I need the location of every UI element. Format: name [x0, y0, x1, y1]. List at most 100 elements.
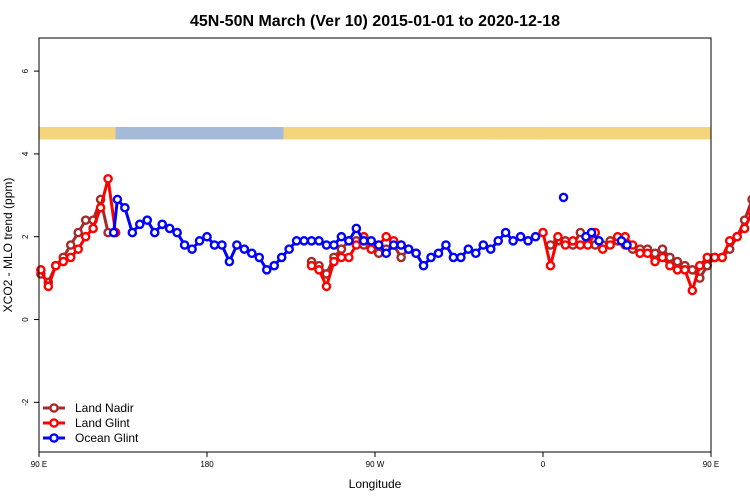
data-point [665, 260, 675, 271]
data-point [299, 236, 309, 246]
data-point [411, 248, 421, 259]
x-axis-label: Longitude [349, 477, 402, 491]
legend-marker [49, 418, 59, 428]
data-point [187, 244, 197, 254]
data-point [456, 252, 466, 263]
data-point [687, 285, 698, 296]
data-point [388, 240, 399, 250]
data-point [485, 244, 496, 254]
data-point [246, 248, 257, 259]
data-point [134, 219, 145, 230]
data-point [108, 227, 119, 238]
data-point [530, 231, 541, 242]
y-tick-label: 4 [21, 151, 30, 156]
data-point [358, 236, 369, 246]
y-tick-label: -2 [21, 398, 30, 406]
data-point [306, 260, 317, 271]
data-point [695, 260, 705, 271]
y-tick-label: 0 [21, 317, 30, 322]
legend-item: Land Glint [43, 416, 130, 430]
data-point [164, 223, 175, 234]
data-point [657, 244, 668, 254]
data-point [732, 231, 742, 242]
legend-label: Land Glint [75, 416, 130, 430]
data-point [553, 231, 563, 242]
land-band [39, 127, 116, 140]
data-point [269, 260, 280, 271]
data-point [687, 265, 698, 275]
data-point [58, 256, 69, 267]
legend-item: Ocean Glint [43, 431, 139, 445]
data-point [321, 281, 332, 292]
data-point [381, 248, 392, 259]
data-point [336, 231, 347, 242]
data-point [665, 252, 675, 263]
data-point [120, 202, 130, 213]
data-point [418, 260, 429, 271]
data-point [336, 244, 347, 254]
x-tick-label: 90 W [366, 460, 385, 469]
data-point [448, 252, 459, 263]
data-point [344, 236, 354, 246]
data-point [500, 227, 511, 238]
data-point [586, 227, 597, 238]
data-point [594, 236, 604, 246]
data-point [724, 236, 735, 246]
data-point [73, 227, 83, 238]
legend-item: Land Nadir [43, 401, 134, 415]
data-point [149, 227, 160, 238]
data-point [366, 236, 377, 246]
x-tick-label: 90 E [703, 460, 719, 469]
data-point [403, 244, 414, 254]
data-point [172, 227, 182, 238]
data-point [80, 231, 91, 242]
data-point [351, 240, 362, 250]
data-point [284, 244, 294, 254]
chart-title: 45N-50N March (Ver 10) 2015-01-01 to 202… [190, 13, 560, 30]
data-point [433, 248, 444, 259]
y-tick-label: 6 [21, 68, 30, 73]
data-point [224, 256, 235, 267]
data-point [65, 240, 76, 250]
data-point [232, 240, 242, 250]
data-point [642, 248, 653, 259]
data-point [112, 194, 123, 205]
data-point [202, 231, 212, 242]
data-point [702, 252, 713, 263]
data-point [329, 256, 339, 267]
data-point [65, 252, 76, 263]
data-point [127, 227, 138, 238]
data-point [329, 240, 339, 250]
data-point [558, 192, 569, 203]
data-point [650, 256, 660, 267]
data-point [657, 252, 668, 263]
data-point [366, 244, 377, 254]
data-point [291, 236, 302, 246]
legend-label: Ocean Glint [75, 431, 139, 445]
series-land-glint [36, 173, 750, 296]
y-axis: -2 0 2 4 6 [21, 68, 39, 406]
data-point [575, 240, 586, 250]
x-tick-label: 180 [200, 460, 214, 469]
y-axis-label: XCO2 - MLO trend (ppm) [1, 178, 15, 313]
data-point [276, 252, 287, 263]
data-point [179, 240, 190, 250]
series-line [39, 194, 116, 286]
data-point [43, 281, 54, 292]
data-point [261, 265, 272, 275]
data-point [672, 265, 683, 275]
data-point [51, 260, 61, 271]
data-point [583, 240, 593, 250]
land-band [283, 127, 711, 140]
data-point [396, 252, 406, 263]
data-point [622, 240, 632, 250]
series-ocean-glint [108, 192, 632, 275]
data-point [545, 260, 556, 271]
data-point [635, 248, 645, 259]
data-point [373, 240, 384, 250]
data-point [493, 236, 504, 246]
data-point [336, 252, 347, 263]
y-tick-label: 2 [21, 234, 30, 239]
